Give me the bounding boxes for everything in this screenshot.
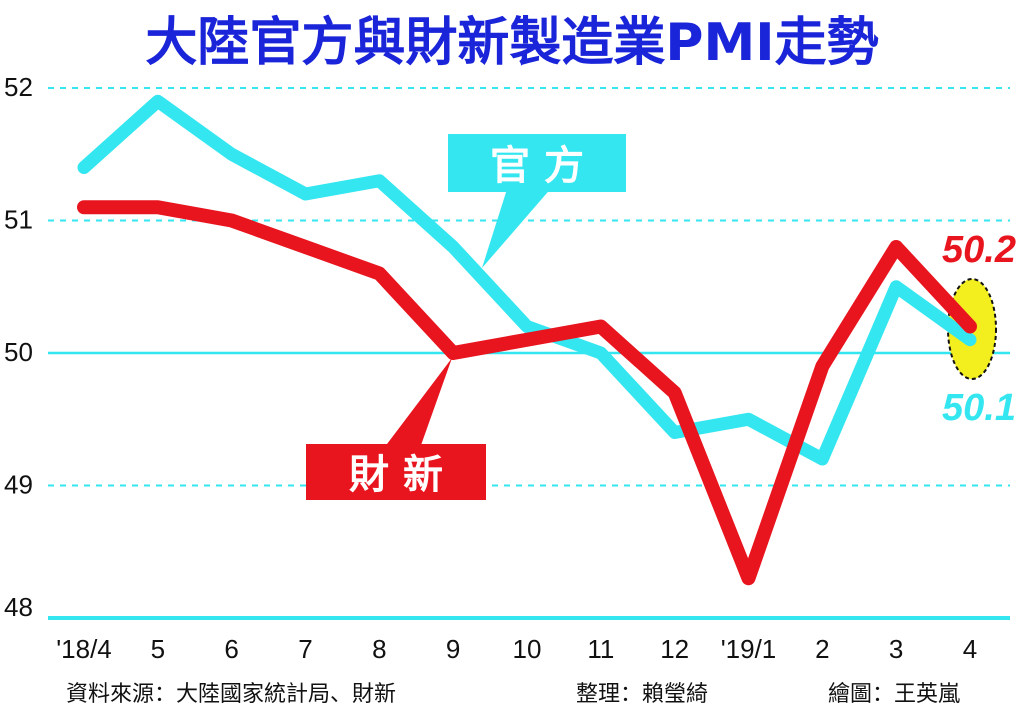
artist-credit: 繪圖：王英嵐: [828, 676, 960, 708]
x-tick-label: '18/4: [56, 634, 112, 664]
end-value-label-caixin: 50.2: [942, 229, 1016, 271]
x-tick-label: 8: [372, 634, 386, 664]
callout-pointer-official: [482, 186, 553, 268]
editor-credit: 整理：賴瑩綺: [576, 676, 708, 708]
x-tick-label: 9: [446, 634, 460, 664]
series-line-1: [84, 207, 970, 578]
x-tick-label: 4: [963, 634, 977, 664]
y-tick-label: 48: [4, 592, 33, 622]
x-tick-label: 7: [298, 634, 312, 664]
x-tick-label: 2: [815, 634, 829, 664]
legend-label-caixin: 財 新: [349, 452, 443, 498]
callout-pointer-caixin: [384, 358, 452, 448]
x-tick-label: 10: [513, 634, 542, 664]
x-tick-label: 12: [660, 634, 689, 664]
footer: 資料來源：大陸國家統計局、財新 整理：賴瑩綺 繪圖：王英嵐: [0, 674, 1024, 704]
legend-label-official: 官 方: [490, 143, 584, 189]
x-tick-label: 3: [889, 634, 903, 664]
chart-title: 大陸官方與財新製造業PMI走勢: [145, 13, 878, 73]
x-tick-label: 5: [151, 634, 165, 664]
y-tick-label: 49: [4, 470, 33, 500]
y-tick-label: 50: [4, 337, 33, 367]
end-value-label-official: 50.1: [942, 387, 1016, 429]
y-tick-label: 51: [4, 205, 33, 235]
x-tick-label: '19/1: [721, 634, 777, 664]
y-tick-label: 52: [4, 72, 33, 102]
x-tick-label: 6: [224, 634, 238, 664]
source-note: 資料來源：大陸國家統計局、財新: [66, 676, 396, 708]
x-tick-label: 11: [587, 634, 614, 664]
